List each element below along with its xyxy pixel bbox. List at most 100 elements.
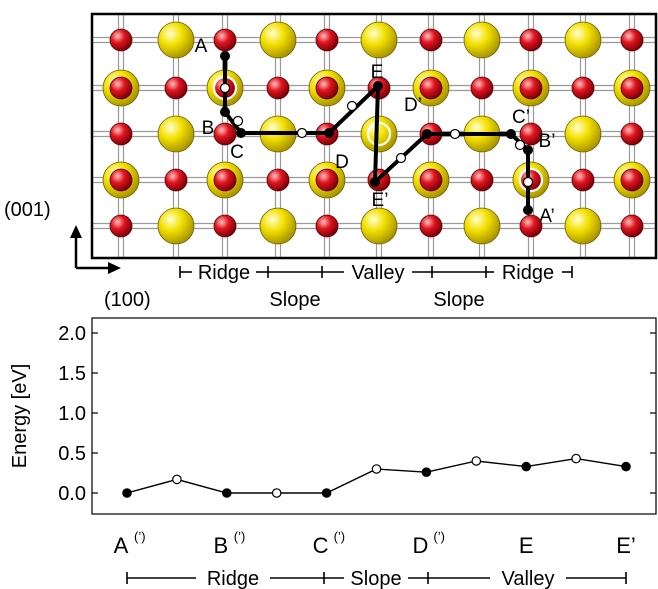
o-atom [61,77,83,99]
ca-atom [464,208,500,244]
ca-atom [54,116,90,152]
ca-atom [260,208,296,244]
energy-point [123,489,131,497]
x-tick-labels: A (’) B (’) C (’) D (’) E E’ [114,529,636,558]
y-tick-label: 0.0 [58,483,86,505]
energy-series [123,454,630,497]
label-D-prime: D’ [404,95,422,116]
o-atom [61,169,83,191]
energy-point [422,468,430,476]
o-atom [471,169,493,191]
o-atom [110,29,132,51]
o-atom [316,77,338,99]
o-atom [471,77,493,99]
o-atom [520,29,542,51]
region-ridge-left: Ridge [198,262,250,284]
o-atom [621,123,643,145]
o-atom [110,215,132,237]
region-valley: Valley [352,262,405,284]
o-atom [420,169,442,191]
y-tick-label: 1.5 [58,363,86,385]
path-minimum-marker [506,129,516,139]
label-B: B [202,118,215,139]
y-tick-label: 2.0 [58,323,86,345]
energy-point [622,462,630,470]
energy-point [322,489,330,497]
o-atom [520,77,542,99]
energy-point [273,489,281,497]
x-tick-label: E [519,533,534,558]
ca-atom [361,116,397,152]
o-atom [110,77,132,99]
o-atom [621,77,643,99]
o-atom [316,29,338,51]
x-tick-label-sup: (’) [234,529,246,544]
ca-atom [361,208,397,244]
o-atom [572,77,594,99]
o-atom [267,77,289,99]
path-minimum-marker [324,128,334,138]
ca-atom [158,116,194,152]
path-minimum-marker [422,129,432,139]
region-slope-right: Slope [433,289,484,311]
axis-100-label: (100) [104,289,151,311]
path-minimum-marker [220,51,230,61]
label-B-prime: B’ [539,131,556,152]
label-E-prime: E’ [372,190,389,211]
energy-line [127,459,626,493]
bottom-region-valley: Valley [502,568,555,589]
energy-point [372,465,380,473]
path-saddle-marker [516,141,525,150]
plot-frame [92,318,656,514]
energy-chart: 2.01.51.00.50.0 Energy [eV] A (’) B (’) C (’)… [9,318,656,589]
path-minimum-marker [236,128,246,138]
ca-atom [361,22,397,58]
o-atom [420,77,442,99]
path-saddle-marker [221,84,230,93]
bottom-region-ridge: Ridge [207,568,259,589]
axis-001-label: (001) [4,199,51,221]
right-ticks [650,333,656,493]
path-saddle-marker [451,130,460,139]
o-atom [165,169,187,191]
x-tick-label: E’ [616,533,636,558]
ca-atom [565,208,601,244]
o-atom [214,169,236,191]
o-atom [572,169,594,191]
o-atom [621,169,643,191]
energy-point [223,489,231,497]
path-saddle-marker [298,129,307,138]
path-saddle-marker [234,117,243,126]
o-atom [267,169,289,191]
bottom-region-slope: Slope [350,568,401,589]
o-atom [621,215,643,237]
label-C-prime: C’ [512,107,530,128]
o-atom [420,29,442,51]
o-atom [420,215,442,237]
x-tick-label: B [213,533,228,558]
energy-point [572,454,580,462]
path-saddle-marker [348,102,357,111]
label-C: C [230,142,244,163]
label-E: E [371,62,384,83]
x-tick-label-sup: (’) [433,529,445,544]
o-atom [165,77,187,99]
o-atom [214,215,236,237]
region-ridge-right: Ridge [502,262,554,284]
ca-atom [260,22,296,58]
ca-atom [54,22,90,58]
path-minimum-marker [370,177,380,187]
label-A-prime: A’ [539,206,554,227]
o-atom [214,29,236,51]
label-D: D [335,152,349,173]
energy-point [173,475,181,483]
x-tick-label-sup: (’) [334,529,346,544]
x-tick-label: D [412,533,428,558]
o-atom [110,169,132,191]
o-atom [110,123,132,145]
ca-atom [158,208,194,244]
y-tick-label: 1.0 [58,403,86,425]
y-tick-label: 0.5 [58,443,86,465]
path-saddle-marker [524,178,533,187]
